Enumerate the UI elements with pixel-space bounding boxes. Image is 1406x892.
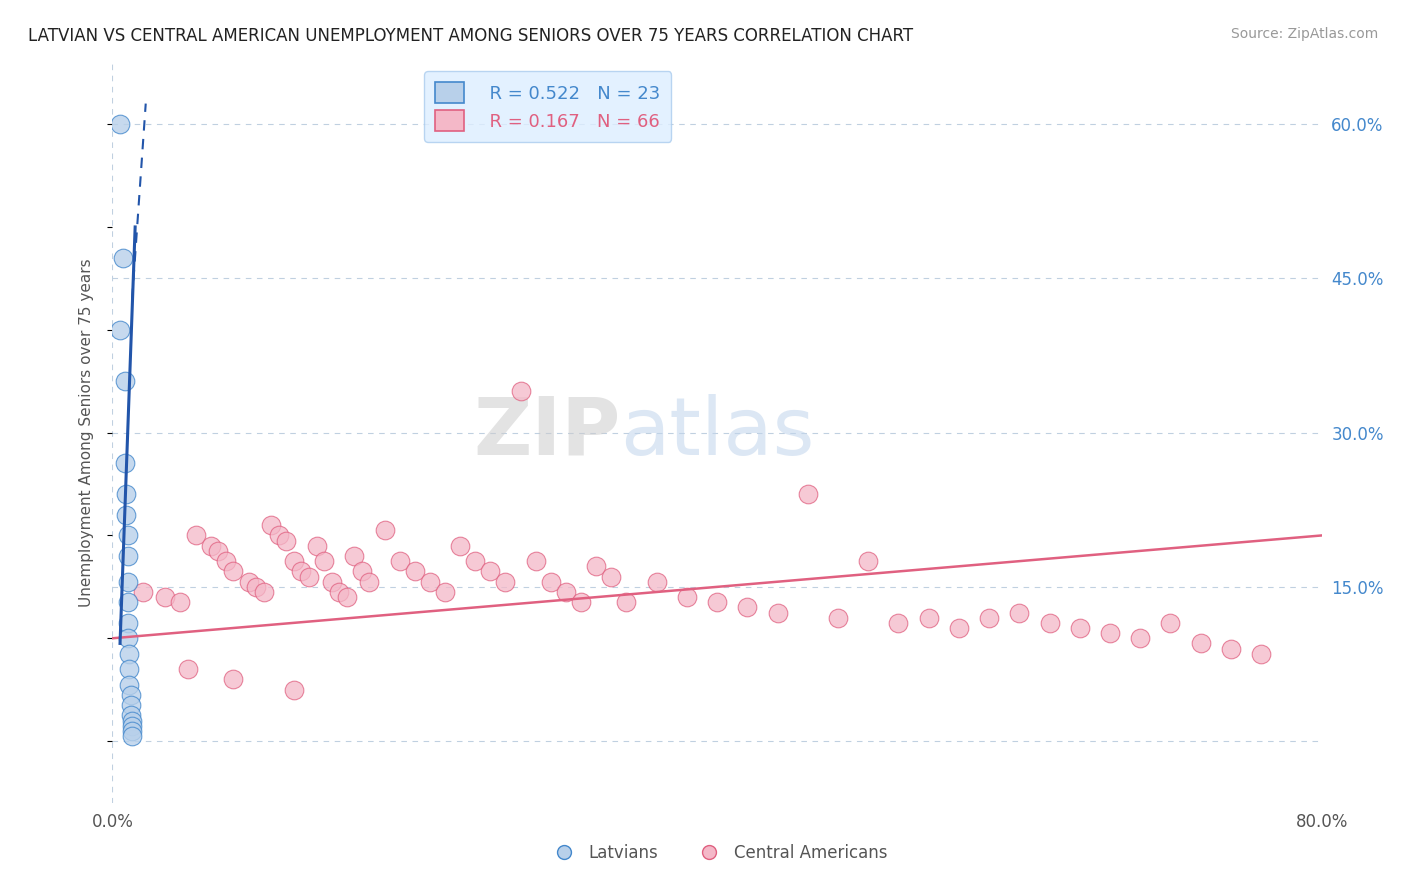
Point <box>207 544 229 558</box>
Point <box>276 533 298 548</box>
Point <box>343 549 366 563</box>
Point <box>267 528 290 542</box>
Point <box>177 662 200 676</box>
Y-axis label: Unemployment Among Seniors over 75 years: Unemployment Among Seniors over 75 years <box>79 259 94 607</box>
Point <box>645 574 668 589</box>
Point <box>449 539 471 553</box>
Point <box>706 595 728 609</box>
Point <box>115 487 138 501</box>
Point <box>253 585 276 599</box>
Point <box>464 554 486 568</box>
Point <box>121 714 143 728</box>
Point <box>350 565 373 579</box>
Point <box>114 457 136 471</box>
Point <box>1250 647 1272 661</box>
Point <box>540 574 562 589</box>
Point <box>108 323 131 337</box>
Point <box>495 574 517 589</box>
Point <box>117 528 139 542</box>
Point <box>479 565 502 579</box>
Point <box>856 554 880 568</box>
Point <box>359 574 381 589</box>
Point <box>1069 621 1091 635</box>
Point <box>118 647 141 661</box>
Point <box>616 595 638 609</box>
Point <box>238 574 260 589</box>
Point <box>675 590 697 604</box>
Point <box>328 585 350 599</box>
Point <box>433 585 456 599</box>
Point <box>298 569 321 583</box>
Point <box>155 590 177 604</box>
Point <box>321 574 343 589</box>
Point <box>112 251 135 265</box>
Point <box>827 611 849 625</box>
Point <box>169 595 191 609</box>
Point <box>1008 606 1031 620</box>
Point <box>117 595 139 609</box>
Text: atlas: atlas <box>620 393 814 472</box>
Point <box>118 677 141 691</box>
Point <box>948 621 970 635</box>
Point <box>1129 632 1152 646</box>
Point <box>117 574 139 589</box>
Point <box>118 662 141 676</box>
Point <box>117 549 139 563</box>
Point <box>1220 641 1243 656</box>
Point <box>115 508 138 522</box>
Point <box>1159 615 1181 630</box>
Point <box>388 554 411 568</box>
Text: LATVIAN VS CENTRAL AMERICAN UNEMPLOYMENT AMONG SENIORS OVER 75 YEARS CORRELATION: LATVIAN VS CENTRAL AMERICAN UNEMPLOYMENT… <box>28 27 914 45</box>
Point <box>120 708 142 723</box>
Point <box>887 615 910 630</box>
Point <box>121 729 143 743</box>
Point <box>283 554 305 568</box>
Point <box>796 487 818 501</box>
Point <box>121 719 143 733</box>
Point <box>222 673 245 687</box>
Point <box>1098 626 1121 640</box>
Point <box>1038 615 1062 630</box>
Point <box>336 590 359 604</box>
Point <box>737 600 759 615</box>
Point <box>766 606 789 620</box>
Point <box>419 574 441 589</box>
Point <box>260 518 283 533</box>
Point <box>215 554 238 568</box>
Text: Source: ZipAtlas.com: Source: ZipAtlas.com <box>1230 27 1378 41</box>
Point <box>184 528 207 542</box>
Point <box>290 565 312 579</box>
Point <box>120 688 142 702</box>
Point <box>305 539 328 553</box>
Point <box>108 117 131 131</box>
Point <box>114 374 136 388</box>
Point <box>132 585 155 599</box>
Point <box>404 565 426 579</box>
Point <box>600 569 623 583</box>
Point <box>569 595 592 609</box>
Point <box>222 565 245 579</box>
Point <box>977 611 1000 625</box>
Point <box>245 580 267 594</box>
Point <box>585 559 607 574</box>
Legend: Latvians, Central Americans: Latvians, Central Americans <box>540 838 894 869</box>
Text: ZIP: ZIP <box>472 393 620 472</box>
Point <box>121 723 143 738</box>
Point <box>509 384 531 399</box>
Point <box>1189 636 1212 650</box>
Point <box>200 539 222 553</box>
Point <box>374 524 396 538</box>
Point <box>283 682 305 697</box>
Point <box>117 632 139 646</box>
Point <box>117 615 139 630</box>
Point <box>314 554 336 568</box>
Point <box>524 554 547 568</box>
Point <box>554 585 576 599</box>
Point <box>918 611 941 625</box>
Point <box>120 698 142 712</box>
